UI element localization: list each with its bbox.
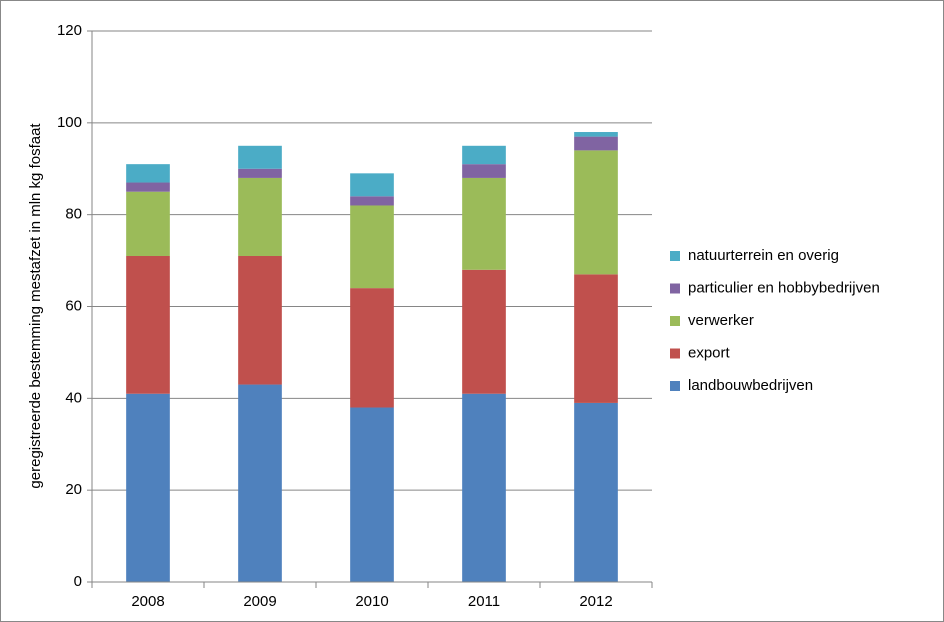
bar-segment xyxy=(126,182,170,192)
bar-segment xyxy=(238,145,282,169)
y-tick-label: 60 xyxy=(65,297,82,314)
bar-segment xyxy=(126,191,170,256)
x-tick-label: 2012 xyxy=(579,593,612,610)
legend-swatch xyxy=(670,348,680,359)
y-tick-label: 100 xyxy=(57,114,82,131)
x-tick-label: 2011 xyxy=(468,593,500,610)
bar-segment xyxy=(350,173,394,197)
bar-segment xyxy=(350,407,394,582)
legend-label: verwerker xyxy=(688,312,754,329)
legend-swatch xyxy=(670,283,680,294)
y-tick-label: 20 xyxy=(65,481,82,498)
y-tick-label: 0 xyxy=(74,573,82,590)
bar-segment xyxy=(462,145,506,165)
legend-label: export xyxy=(688,344,731,361)
legend-swatch xyxy=(670,316,680,326)
x-tick-label: 2008 xyxy=(131,593,164,610)
bar-segment xyxy=(462,269,506,394)
legend-label: natuurterrein en overig xyxy=(688,247,839,264)
bar-segment xyxy=(350,288,394,408)
bar-segment xyxy=(126,255,170,394)
bar-segment xyxy=(574,136,618,151)
y-tick-label: 40 xyxy=(65,389,82,406)
x-tick-label: 2009 xyxy=(243,593,276,610)
bar-segment xyxy=(574,150,618,275)
bar-segment xyxy=(238,255,282,385)
legend-swatch xyxy=(670,251,680,261)
bar-segment xyxy=(238,177,282,256)
bar-segment xyxy=(350,205,394,289)
bar-segment xyxy=(574,132,618,137)
legend-swatch xyxy=(670,381,680,391)
bar-segment xyxy=(126,393,170,582)
legend-label: landbouwbedrijven xyxy=(688,377,813,394)
bar-segment xyxy=(462,177,506,270)
bar-segment xyxy=(574,402,618,582)
x-tick-label: 2010 xyxy=(355,593,388,610)
bar-segment xyxy=(574,274,618,403)
bar-segment xyxy=(238,384,282,582)
bar-segment xyxy=(126,164,170,183)
bar-segment xyxy=(462,164,506,178)
legend-label: particulier en hobbybedrijven xyxy=(688,279,880,296)
bar-segment xyxy=(462,393,506,582)
y-axis-label: geregistreerde bestemming mestafzet in m… xyxy=(27,123,44,489)
y-tick-label: 80 xyxy=(65,206,82,223)
y-tick-label: 120 xyxy=(57,22,82,39)
bar-segment xyxy=(238,168,282,178)
bar-segment xyxy=(350,196,394,206)
